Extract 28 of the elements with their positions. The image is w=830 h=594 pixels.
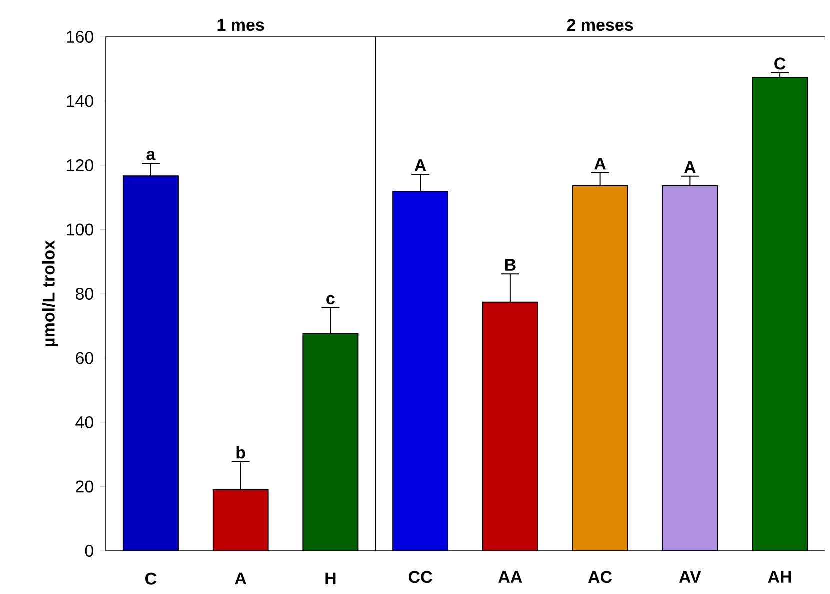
chart-title: 1 mes bbox=[218, 19, 264, 32]
x-tick-label: AA bbox=[498, 571, 522, 583]
x-tick-label: H bbox=[326, 572, 336, 585]
y-tick-label: 80 bbox=[76, 288, 94, 300]
data-label: B bbox=[505, 259, 516, 271]
y-tick-label: 20 bbox=[76, 480, 94, 493]
data-label: A bbox=[594, 158, 606, 170]
x-tick-label: AC bbox=[588, 571, 612, 584]
y-tick-label: 120 bbox=[67, 159, 94, 172]
data-label: A bbox=[684, 162, 696, 174]
data-label: b bbox=[236, 446, 246, 459]
data-label: c bbox=[326, 295, 335, 305]
data-label: a bbox=[146, 151, 156, 160]
x-tick-label: AV bbox=[679, 571, 702, 583]
y-tick-label: 140 bbox=[67, 95, 94, 108]
y-tick-label: 40 bbox=[76, 416, 94, 429]
x-tick-label: CC bbox=[408, 571, 432, 584]
x-tick-label: A bbox=[235, 572, 247, 585]
chart-title: 2 meses bbox=[567, 19, 634, 32]
data-label: A bbox=[414, 160, 426, 172]
y-tick-label: 0 bbox=[85, 544, 94, 558]
data-label: C bbox=[774, 58, 786, 70]
x-tick-label: AH bbox=[768, 571, 792, 583]
y-tick-label: 60 bbox=[76, 352, 94, 364]
y-tick-label: 160 bbox=[67, 30, 94, 44]
x-tick-label: C bbox=[145, 572, 157, 585]
y-tick-label: 100 bbox=[67, 224, 94, 236]
y-axis-title: µmol/L trolox bbox=[42, 240, 58, 346]
